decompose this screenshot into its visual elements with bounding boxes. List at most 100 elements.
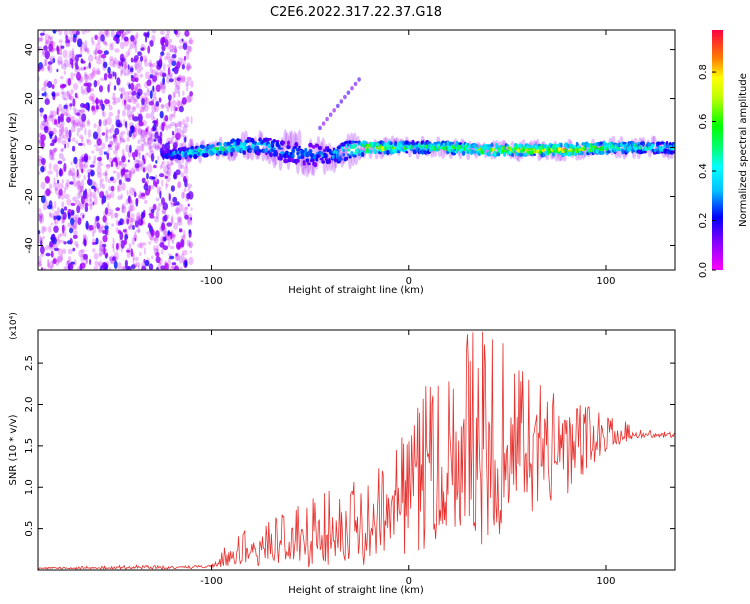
spectrogram-noise-blob: [115, 207, 121, 212]
spectrogram-noise-blob: [128, 209, 132, 214]
spectrogram-noise-blob: [117, 195, 123, 201]
spectrogram-trace-blob: [328, 112, 333, 117]
spectrogram-signal-cell: [461, 150, 466, 156]
spectrogram-noise-blob: [181, 155, 185, 164]
spectrogram-signal-cell: [258, 149, 262, 153]
spectrogram-signal-cell: [600, 150, 605, 155]
spectrogram-noise-blob: [73, 230, 78, 237]
spectrogram-noise-blob: [137, 112, 141, 116]
spectrogram-noise-blob: [129, 144, 132, 153]
spectrogram-signal-cell: [309, 153, 315, 158]
spectrogram-noise-blob: [172, 68, 175, 72]
spectrogram-noise-blob: [161, 161, 164, 169]
spectrogram-noise-blob: [149, 67, 153, 74]
spectrogram-noise-blob: [161, 179, 164, 187]
spectrogram-signal-cell: [510, 153, 515, 157]
spectrogram-noise-blob: [50, 151, 55, 159]
spectrogram-signal-cell: [669, 141, 672, 146]
spectrogram-noise-blob: [127, 195, 133, 205]
spectrogram-noise-blob: [121, 32, 125, 39]
spectrogram-noise-blob: [76, 192, 81, 200]
spectrogram-noise-blob: [49, 240, 54, 248]
spectrogram-noise-blob: [83, 262, 87, 267]
spectrogram-noise-blob: [96, 67, 101, 75]
spectrogram-noise-blob: [49, 41, 54, 46]
spectrogram-noise-blob: [69, 181, 74, 185]
spectrogram-signal-cell: [204, 153, 209, 158]
spectrogram-noise-blob: [40, 165, 45, 173]
spectrogram-noise-blob: [183, 176, 187, 181]
spectrogram-noise-blob: [118, 61, 122, 67]
spectrogram-noise-blob: [77, 185, 82, 194]
colorbar-tick-label: 0.6: [698, 114, 709, 130]
spectrogram-noise-blob: [137, 120, 142, 129]
spectrogram-noise-blob: [159, 173, 165, 178]
spectrogram-noise-blob: [155, 182, 158, 188]
spectrogram-noise-blob: [146, 125, 150, 129]
spectrogram-noise-blob: [106, 129, 111, 133]
spectrogram-noise-blob: [130, 57, 134, 63]
spectrogram-noise-blob: [118, 87, 123, 92]
spectrogram-noise-blob: [137, 194, 143, 200]
spectrogram-trace-blob: [343, 94, 347, 100]
spectrogram-noise-blob: [72, 82, 79, 91]
spectrogram-signal-cell: [552, 151, 555, 157]
spectrogram-noise-blob: [96, 138, 102, 146]
spectrogram-noise-blob: [137, 51, 142, 57]
snr-ytick-label: 1.5: [24, 438, 35, 454]
spectrogram-noise-blob: [111, 244, 115, 249]
snr-series-line: [38, 331, 675, 570]
snr-axes: -100 0 100 0.5 1.0 1.5 2.0 2.5: [24, 330, 675, 587]
spectrogram-noise-blob: [71, 47, 75, 57]
spectrogram-noise-blob: [112, 246, 115, 253]
snr-ytick-label: 1.0: [24, 479, 35, 495]
spectrogram-noise-blob: [56, 68, 59, 73]
spectrogram-noise-blob: [172, 142, 178, 149]
spectrogram-noise-blob: [109, 44, 113, 51]
spectrogram-noise-blob: [49, 213, 55, 219]
spectrogram-noise-blob: [61, 201, 65, 208]
spectrogram-signal-cell: [305, 159, 309, 163]
spectrogram-noise-blob: [60, 149, 64, 153]
spectrogram-noise-blob: [168, 193, 171, 202]
spectrogram-noise-blob: [40, 140, 45, 150]
snr-frame: [37, 329, 676, 571]
spectrogram-noise-blob: [166, 160, 170, 169]
spectrogram-noise-blob: [42, 235, 45, 239]
spectrogram-noise-blob: [41, 92, 45, 97]
spectrogram-noise-blob: [60, 125, 65, 135]
spectrogram-noise-blob: [96, 222, 100, 229]
spectrogram-noise-blob: [158, 97, 162, 103]
spectrogram-noise-blob: [151, 69, 157, 77]
spectrogram-noise-blob: [95, 107, 100, 111]
spectrogram-noise-blob: [165, 126, 169, 131]
spectrogram-noise-blob: [53, 78, 58, 85]
spectrogram-noise-blob: [38, 256, 42, 264]
spectrogram-noise-blob: [146, 136, 152, 141]
spectrogram-ytick-label: -20: [24, 188, 35, 204]
spectrogram-noise-blob: [52, 241, 55, 250]
spectrogram-noise-blob: [134, 256, 139, 262]
spectrogram-noise-blob: [66, 113, 72, 122]
spectrogram-noise-blob: [170, 59, 174, 63]
spectrogram-noise-blob: [80, 103, 85, 108]
spectrogram-noise-blob: [38, 132, 43, 139]
spectrogram-noise-blob: [73, 122, 78, 126]
spectrogram-noise-blob: [38, 263, 43, 267]
spectrogram-signal-cell: [348, 155, 352, 159]
spectrogram-noise-blob: [150, 153, 155, 162]
spectrogram-noise-blob: [168, 114, 173, 122]
spectrogram-noise-blob: [174, 125, 178, 134]
spectrogram-noise-blob: [135, 116, 142, 121]
spectrogram-noise-blob: [167, 56, 174, 65]
spectrogram-noise-blob: [102, 111, 106, 118]
spectrogram-noise-blob: [169, 245, 175, 250]
spectrogram-noise-blob: [91, 150, 95, 154]
spectrogram-noise-blob: [116, 171, 121, 180]
spectrogram-noise-blob: [135, 163, 140, 169]
spectrogram-noise-blob: [181, 57, 184, 62]
spectrogram-noise-blob: [183, 40, 188, 46]
spectrogram-noise-blob: [149, 40, 154, 47]
spectrogram-signal-halo: [198, 153, 203, 164]
spectrogram-noise-blob: [75, 199, 81, 206]
